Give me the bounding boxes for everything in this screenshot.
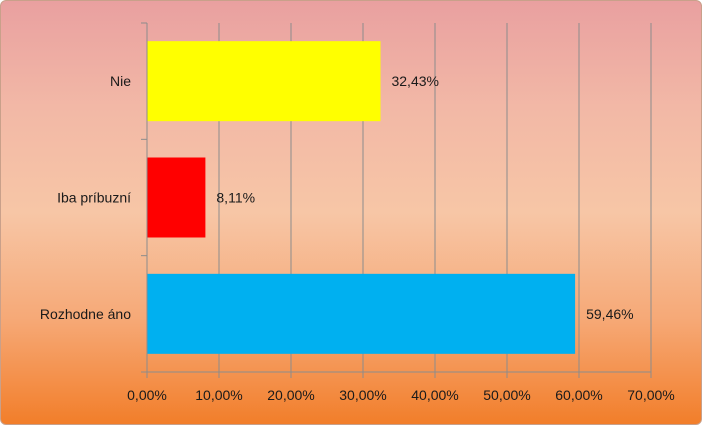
axes — [141, 22, 652, 378]
x-tick-label: 30,00% — [339, 387, 386, 403]
x-tick-labels: 0,00% 10,00% 20,00% 30,00% 40,00% 50,00% 60,00… — [127, 387, 675, 403]
category-labels: Nie Iba príbuzní Rozhodne áno — [40, 73, 131, 322]
bars — [147, 41, 576, 354]
x-tick-label: 40,00% — [411, 387, 458, 403]
x-tick-label: 0,00% — [127, 387, 167, 403]
category-label: Nie — [110, 73, 131, 89]
data-label: 59,46% — [586, 306, 633, 322]
x-tick-label: 50,00% — [483, 387, 530, 403]
data-label: 32,43% — [391, 73, 438, 89]
bar — [147, 273, 576, 354]
data-labels: 32,43% 8,11% 59,46% — [216, 73, 633, 322]
x-tick-label: 60,00% — [555, 387, 602, 403]
bar — [147, 157, 206, 238]
category-label: Iba príbuzní — [57, 190, 131, 206]
data-label: 8,11% — [216, 190, 255, 206]
x-tick-label: 20,00% — [267, 387, 314, 403]
bar — [147, 41, 381, 122]
category-label: Rozhodne áno — [40, 306, 131, 322]
x-tick-label: 70,00% — [627, 387, 674, 403]
x-tick-label: 10,00% — [195, 387, 242, 403]
